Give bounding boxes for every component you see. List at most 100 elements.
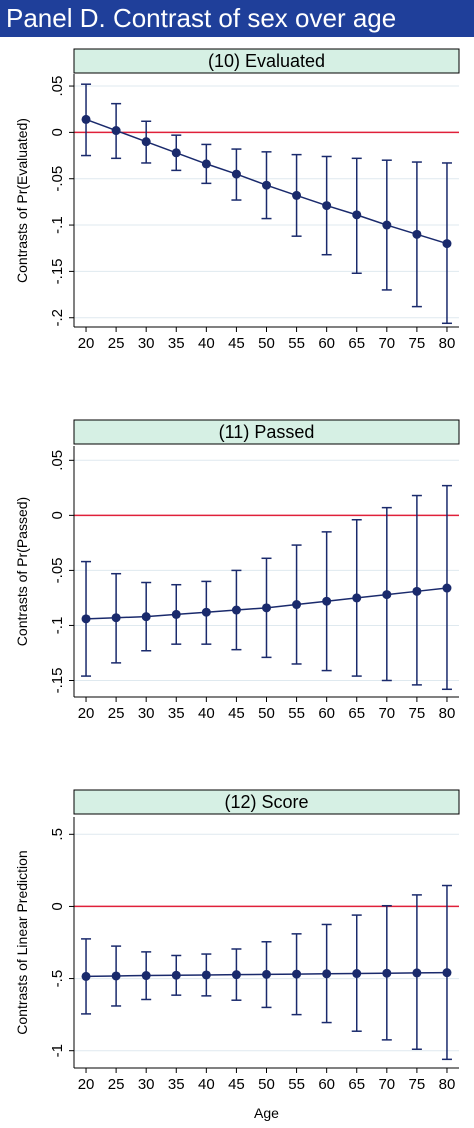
x-tick-label: 65 — [348, 335, 365, 352]
data-point — [412, 968, 422, 978]
panel-3: (12) Score .5 0 -.5 -1 20 25 30 35 40 45 50 55 60 65 70… — [14, 789, 460, 1093]
y-tick-label: -.05 — [49, 557, 66, 583]
x-tick-label: 40 — [198, 335, 215, 352]
y-tick-label: .05 — [49, 76, 66, 97]
x-tick-label: 55 — [288, 1076, 305, 1093]
data-point — [171, 970, 181, 980]
x-tick-label: 20 — [78, 335, 95, 352]
x-tick-label: 35 — [168, 705, 185, 722]
x-tick-label: 35 — [168, 335, 185, 352]
y-tick-label: -.1 — [49, 216, 66, 234]
data-point — [231, 605, 241, 615]
figure-title: Panel D. Contrast of sex over age — [0, 0, 474, 37]
data-point — [171, 148, 181, 158]
x-tick-label: 60 — [318, 1076, 335, 1093]
data-point — [292, 969, 302, 979]
x-tick-label: 40 — [198, 1076, 215, 1093]
data-point — [322, 969, 332, 979]
data-point — [412, 229, 422, 239]
x-tick-label: 45 — [228, 335, 245, 352]
panel-2: (11) Passed .05 0 -.05 -.1 -.15 20 25 30 35 40 45 50… — [14, 419, 460, 722]
x-axis-title: Age — [254, 1105, 279, 1121]
panel-title: (12) Score — [224, 792, 308, 812]
data-point — [141, 137, 151, 147]
data-point — [111, 971, 121, 981]
data-point — [382, 590, 392, 600]
x-tick-label: 70 — [378, 335, 395, 352]
x-tick-label: 65 — [348, 705, 365, 722]
data-point — [382, 220, 392, 230]
x-tick-label: 60 — [318, 705, 335, 722]
data-point — [292, 600, 302, 610]
data-point — [111, 126, 121, 136]
x-tick-label: 75 — [409, 1076, 426, 1093]
x-tick-label: 35 — [168, 1076, 185, 1093]
x-tick-label: 75 — [409, 705, 426, 722]
data-point — [262, 180, 271, 190]
data-point — [81, 114, 91, 124]
data-point — [292, 190, 302, 200]
y-tick-label: -1 — [49, 1044, 66, 1057]
data-point — [231, 970, 241, 980]
x-tick-label: 55 — [288, 705, 305, 722]
data-point — [382, 968, 392, 978]
x-tick-label: 50 — [258, 335, 275, 352]
x-tick-label: 45 — [228, 705, 245, 722]
x-tick-label: 80 — [439, 705, 456, 722]
x-tick-label: 30 — [138, 705, 155, 722]
x-tick-label: 70 — [378, 1076, 395, 1093]
y-tick-label: -.5 — [49, 970, 66, 988]
data-point — [262, 603, 271, 613]
data-point — [201, 607, 211, 617]
data-point — [201, 970, 211, 980]
x-tick-label: 40 — [198, 705, 215, 722]
data-point — [322, 596, 332, 606]
x-tick-label: 20 — [78, 705, 95, 722]
panel-title-strip — [73, 789, 460, 815]
x-tick-label: 75 — [409, 335, 426, 352]
x-tick-label: 60 — [318, 335, 335, 352]
y-axis-title: Contrasts of Linear Prediction — [14, 850, 30, 1034]
x-tick-label: 50 — [258, 705, 275, 722]
panel-1: (10) Evaluated .05 0 -.05 -.1 -.15 -.2 20 25 30 35… — [14, 48, 460, 352]
x-tick-label: 45 — [228, 1076, 245, 1093]
data-point — [141, 971, 151, 981]
x-tick-label: 25 — [108, 335, 125, 352]
y-tick-label: -.15 — [49, 668, 66, 694]
panel-title: (10) Evaluated — [208, 51, 325, 71]
y-tick-label: .05 — [49, 450, 66, 471]
data-point — [201, 159, 211, 169]
y-tick-label: 0 — [49, 511, 66, 519]
x-tick-label: 25 — [108, 705, 125, 722]
data-point — [141, 612, 151, 622]
data-point — [442, 583, 452, 593]
data-point — [322, 201, 332, 211]
x-tick-label: 70 — [378, 705, 395, 722]
x-tick-label: 55 — [288, 335, 305, 352]
panel-title-strip — [73, 48, 460, 74]
data-point — [231, 169, 241, 179]
data-point — [171, 609, 181, 619]
x-tick-label: 30 — [138, 335, 155, 352]
x-tick-label: 30 — [138, 1076, 155, 1093]
data-point — [81, 971, 91, 981]
x-tick-label: 50 — [258, 1076, 275, 1093]
panel-title-strip — [73, 419, 460, 445]
data-point — [81, 614, 91, 624]
data-point — [412, 586, 422, 596]
data-point — [262, 969, 271, 979]
data-point — [352, 593, 362, 603]
data-point — [111, 613, 121, 623]
data-point — [442, 239, 452, 249]
y-tick-label: 0 — [49, 128, 66, 136]
y-axis-title: Contrasts of Pr(Passed) — [14, 497, 30, 646]
y-tick-label: -.05 — [49, 166, 66, 192]
x-tick-label: 80 — [439, 335, 456, 352]
y-axis-title: Contrasts of Pr(Evaluated) — [14, 118, 30, 283]
x-tick-label: 25 — [108, 1076, 125, 1093]
y-tick-label: 0 — [49, 902, 66, 910]
panel-title: (11) Passed — [219, 422, 315, 442]
y-tick-label: .5 — [49, 828, 66, 841]
y-tick-label: -.15 — [49, 258, 66, 284]
